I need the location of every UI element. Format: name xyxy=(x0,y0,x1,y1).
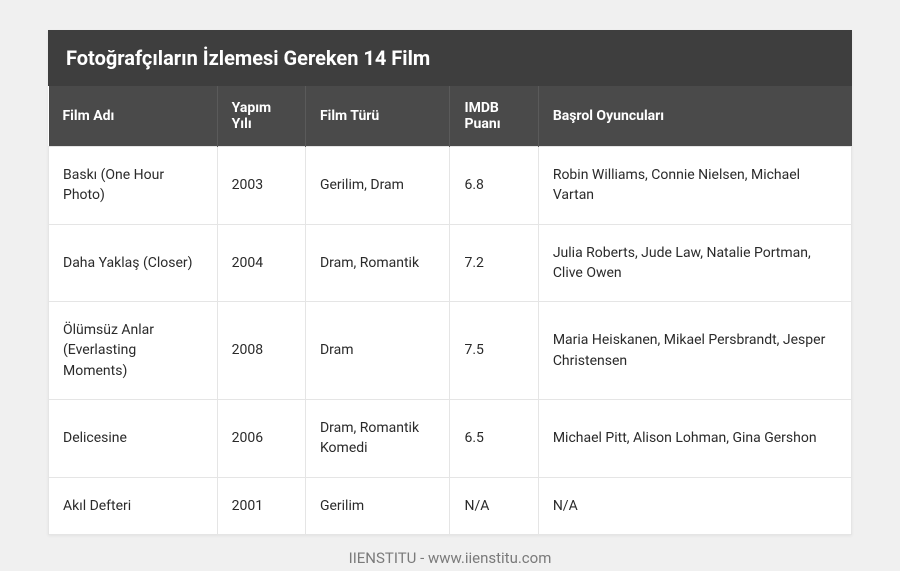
table-row: Baskı (One Hour Photo) 2003 Gerilim, Dra… xyxy=(49,147,852,225)
cell-genre: Gerilim xyxy=(305,477,450,534)
table-title: Fotoğrafçıların İzlemesi Gereken 14 Film xyxy=(48,30,852,86)
cell-name: Daha Yaklaş (Closer) xyxy=(49,224,218,302)
cell-genre: Dram xyxy=(305,302,450,400)
cell-rating: 6.5 xyxy=(450,400,538,478)
cell-rating: 6.8 xyxy=(450,147,538,225)
film-table: Film Adı Yapım Yılı Film Türü IMDB Puanı… xyxy=(48,86,852,535)
cell-genre: Gerilim, Dram xyxy=(305,147,450,225)
cell-name: Delicesine xyxy=(49,400,218,478)
cell-cast: Maria Heiskanen, Mikael Persbrandt, Jesp… xyxy=(538,302,851,400)
table-row: Delicesine 2006 Dram, Romantik Komedi 6.… xyxy=(49,400,852,478)
col-header-name: Film Adı xyxy=(49,86,218,147)
table-row: Akıl Defteri 2001 Gerilim N/A N/A xyxy=(49,477,852,534)
cell-genre: Dram, Romantik Komedi xyxy=(305,400,450,478)
cell-name: Ölümsüz Anlar (Everlasting Moments) xyxy=(49,302,218,400)
cell-year: 2006 xyxy=(217,400,305,478)
col-header-genre: Film Türü xyxy=(305,86,450,147)
cell-cast: N/A xyxy=(538,477,851,534)
footer-credit: IIENSTITU - www.iienstitu.com xyxy=(48,535,852,567)
cell-year: 2008 xyxy=(217,302,305,400)
col-header-cast: Başrol Oyuncuları xyxy=(538,86,851,147)
film-table-container: Fotoğrafçıların İzlemesi Gereken 14 Film… xyxy=(48,30,852,535)
cell-year: 2004 xyxy=(217,224,305,302)
cell-year: 2003 xyxy=(217,147,305,225)
cell-cast: Michael Pitt, Alison Lohman, Gina Gersho… xyxy=(538,400,851,478)
cell-cast: Julia Roberts, Jude Law, Natalie Portman… xyxy=(538,224,851,302)
table-header-row: Film Adı Yapım Yılı Film Türü IMDB Puanı… xyxy=(49,86,852,147)
col-header-year: Yapım Yılı xyxy=(217,86,305,147)
cell-cast: Robin Williams, Connie Nielsen, Michael … xyxy=(538,147,851,225)
table-row: Ölümsüz Anlar (Everlasting Moments) 2008… xyxy=(49,302,852,400)
cell-year: 2001 xyxy=(217,477,305,534)
table-row: Daha Yaklaş (Closer) 2004 Dram, Romantik… xyxy=(49,224,852,302)
cell-name: Akıl Defteri xyxy=(49,477,218,534)
cell-genre: Dram, Romantik xyxy=(305,224,450,302)
cell-rating: N/A xyxy=(450,477,538,534)
col-header-rating: IMDB Puanı xyxy=(450,86,538,147)
cell-rating: 7.5 xyxy=(450,302,538,400)
cell-name: Baskı (One Hour Photo) xyxy=(49,147,218,225)
cell-rating: 7.2 xyxy=(450,224,538,302)
